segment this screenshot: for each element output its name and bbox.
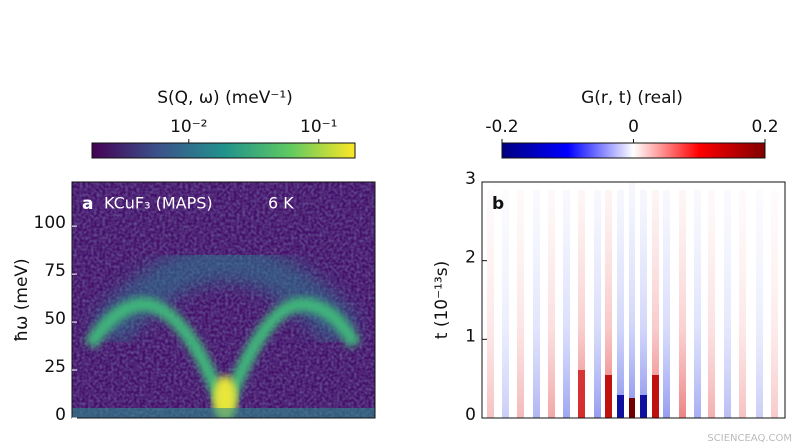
plot-frame [71, 181, 376, 419]
colorbar [91, 142, 356, 159]
colorbar-label: G(r, t) (real) [581, 88, 683, 108]
panel-label: b [492, 194, 504, 214]
colorbar-tick-label: 10⁻¹ [300, 117, 337, 137]
y-tick-label: 75 [44, 261, 66, 281]
colorbar-label: S(Q, ω) (meV⁻¹) [157, 88, 293, 108]
heatmap-image [482, 182, 785, 418]
y-axis-label: ħω (meV) [12, 258, 32, 341]
colorbar [501, 142, 766, 159]
y-tick-label: 100 [34, 213, 66, 233]
y-tick-label: 0 [55, 405, 66, 425]
heatmap-image [72, 182, 375, 418]
y-tick-label: 1 [465, 326, 476, 346]
y-tick-label: 2 [465, 248, 476, 268]
colorbar-tick-label: 10⁻² [170, 117, 207, 137]
plot-frame [481, 181, 786, 419]
colorbar-tick-label: 0.2 [751, 117, 778, 137]
y-tick-label: 3 [465, 169, 476, 189]
panel-label: a [82, 194, 93, 214]
y-tick-label: 25 [44, 357, 66, 377]
annotation: KCuF₃ (MAPS) [104, 194, 213, 213]
watermark: SCIENCEAQ.COM [707, 433, 792, 444]
y-axis-label: t (10⁻¹³s) [432, 261, 452, 339]
colorbar-tick-label: 0 [628, 117, 639, 137]
colorbar-tick-label: -0.2 [485, 117, 518, 137]
y-tick-label: 0 [465, 405, 476, 425]
annotation: 6 K [268, 194, 294, 213]
y-tick-label: 50 [44, 309, 66, 329]
